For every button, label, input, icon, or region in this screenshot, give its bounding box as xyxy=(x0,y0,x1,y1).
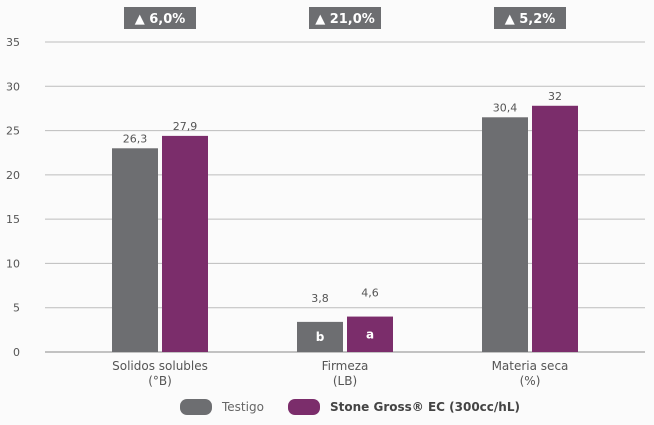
bar-testigo xyxy=(482,117,528,353)
data-label: 32 xyxy=(548,90,562,103)
y-tick-label: 30 xyxy=(6,80,20,93)
bar-stone-gross xyxy=(347,316,393,352)
change-badge-text: ▲ 6,0% xyxy=(135,12,186,27)
data-label: 3,8 xyxy=(311,292,329,305)
legend-label: Testigo xyxy=(221,400,264,414)
category-label: Materia seca xyxy=(492,359,569,373)
change-badge xyxy=(309,7,381,29)
y-tick-label: 5 xyxy=(13,302,20,315)
significance-letter: a xyxy=(366,327,374,341)
change-badge xyxy=(124,7,196,29)
y-tick-label: 0 xyxy=(13,346,20,359)
category-unit-label: (%) xyxy=(520,374,541,388)
data-label: 30,4 xyxy=(493,101,518,114)
category-label: Solidos solubles xyxy=(112,359,208,373)
y-tick-label: 10 xyxy=(6,257,20,270)
bar-testigo xyxy=(297,321,343,352)
category-unit-label: (LB) xyxy=(333,374,357,388)
change-badge-text: ▲ 21,0% xyxy=(315,12,375,27)
category-label: Firmeza xyxy=(322,359,369,373)
category-unit-label: (°B) xyxy=(148,374,172,388)
data-label: 26,3 xyxy=(123,132,148,145)
y-tick-label: 20 xyxy=(6,169,20,182)
change-badge xyxy=(494,7,566,29)
legend-label: Stone Gross® EC (300cc/hL) xyxy=(330,400,520,414)
y-tick-label: 15 xyxy=(6,213,20,226)
legend-swatch-testigo xyxy=(180,399,212,415)
bar-stone-gross xyxy=(162,135,208,352)
legend-swatch-stone-gross xyxy=(288,399,320,415)
data-label: 27,9 xyxy=(173,120,198,133)
y-tick-label: 25 xyxy=(6,125,20,138)
data-label: 4,6 xyxy=(361,287,379,300)
y-tick-label: 35 xyxy=(6,36,20,49)
significance-letter: b xyxy=(316,330,325,344)
bar-testigo xyxy=(112,148,158,352)
bar-stone-gross xyxy=(532,105,578,353)
change-badge-text: ▲ 5,2% xyxy=(505,12,556,27)
